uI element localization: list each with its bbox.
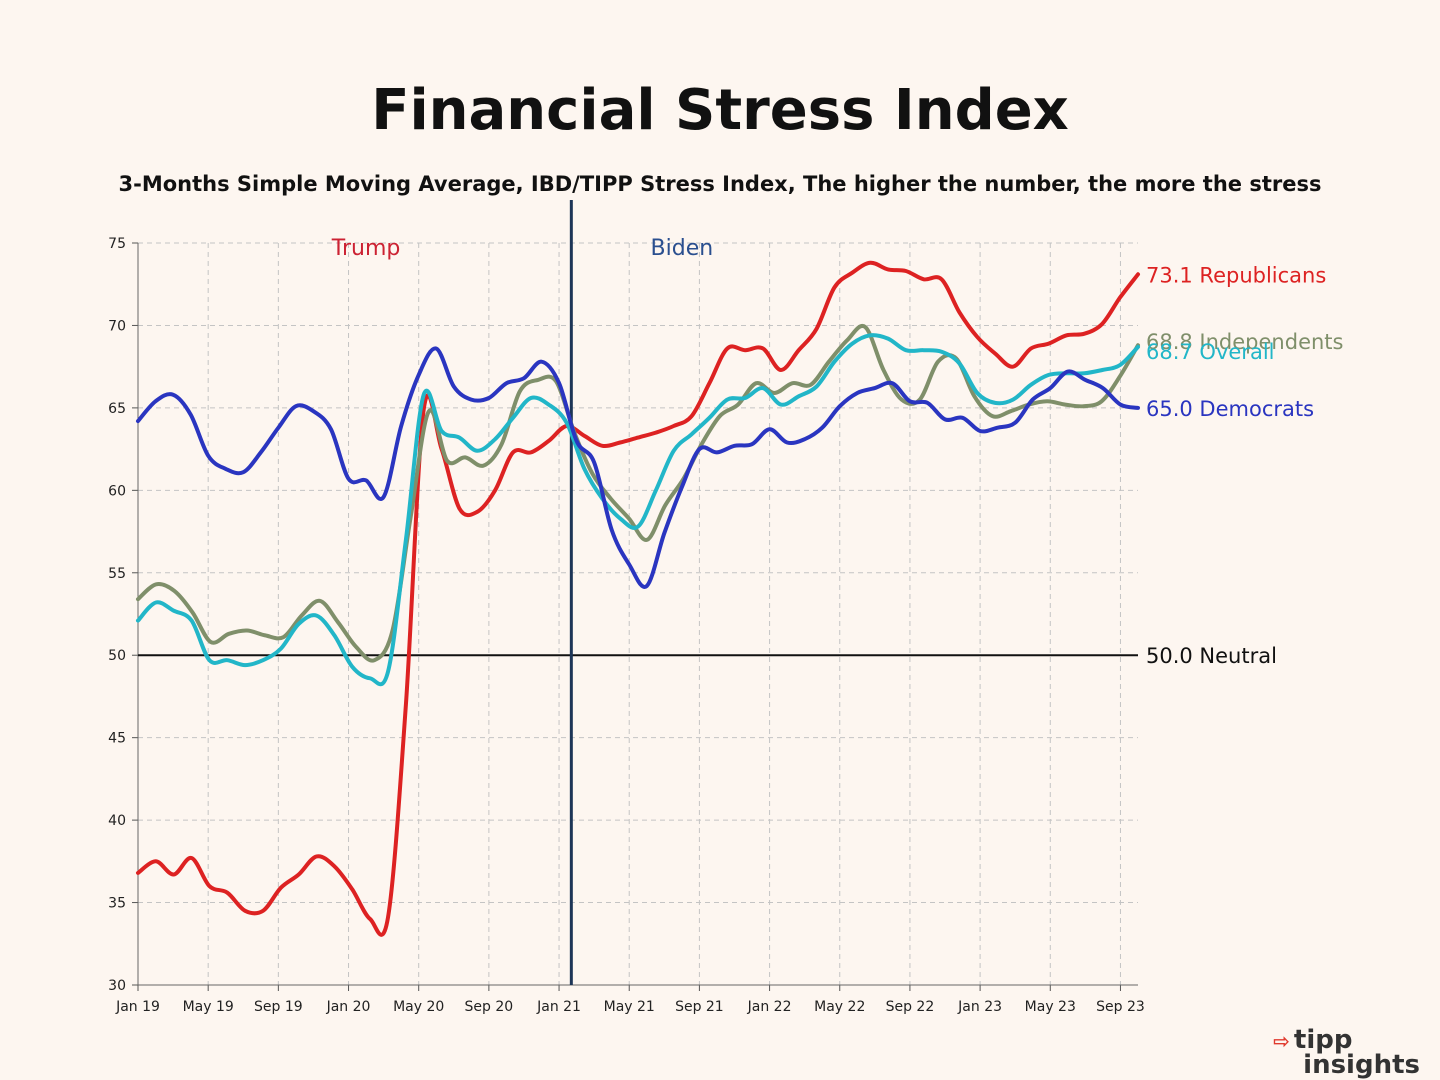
y-tick-label: 60 [108,483,126,499]
y-tick-label: 75 [108,236,126,252]
end-label-democrats: 65.0 Democrats [1146,397,1314,421]
x-tick-label: Sep 20 [465,999,514,1015]
grid-lines [137,242,1138,986]
y-tick-label: 50 [108,648,126,664]
red-arrow-icon: ⇨ [1273,1029,1290,1053]
x-tick-label: May 21 [604,999,655,1015]
x-tick-label: Jan 23 [957,999,1002,1015]
period-label: Biden [651,236,714,261]
x-tick-label: May 20 [393,999,444,1015]
x-tick-label: Sep 23 [1096,999,1145,1015]
x-tick-label: Sep 22 [886,999,935,1015]
y-tick-label: 30 [108,978,126,994]
logo-line2: insights [1303,1050,1420,1080]
x-tick-label: May 23 [1025,999,1076,1015]
x-tick-label: Jan 20 [326,999,371,1015]
end-label-republicans: 73.1 Republicans [1146,263,1326,287]
neutral-label: 50.0 Neutral [1146,644,1277,668]
axes: 30 35 40 45 50 55 60 65 70 75 Jan 19 May 19 Sep 19 Ja… [108,236,1145,1015]
x-tick-label: Jan 21 [536,999,581,1015]
series-line-republicans [136,260,1140,937]
chart-subtitle: 3-Months Simple Moving Average, IBD/TIPP… [118,172,1322,196]
series-lines [136,260,1140,937]
annotations: 50.0 Neutral Trump Biden [138,200,1277,985]
x-tick-label: Jan 19 [115,999,160,1015]
x-tick-label: Sep 19 [254,999,303,1015]
y-tick-label: 55 [108,566,126,582]
y-tick-label: 45 [108,731,126,747]
x-tick-label: Sep 21 [675,999,724,1015]
x-tick-label: May 19 [183,999,234,1015]
end-label-overall: 68.7 Overall [1146,340,1274,364]
logo-line1: tipp [1293,1025,1353,1055]
chart-title: Financial Stress Index [371,78,1069,143]
y-tick-label: 70 [108,318,126,334]
y-tick-label: 40 [108,813,126,829]
x-tick-label: Jan 22 [747,999,792,1015]
period-label: Trump [331,236,401,261]
tipp-insights-logo: ⇨ tipp insights [1273,1025,1420,1080]
y-tick-label: 35 [108,896,126,912]
end-label-independents: 68.8 Independents [1146,330,1343,354]
series-line-overall [136,333,1140,687]
y-tick-label: 65 [108,401,126,417]
series-line-democrats [136,346,1140,589]
x-tick-label: May 22 [814,999,865,1015]
series-line-independents [136,324,1140,663]
